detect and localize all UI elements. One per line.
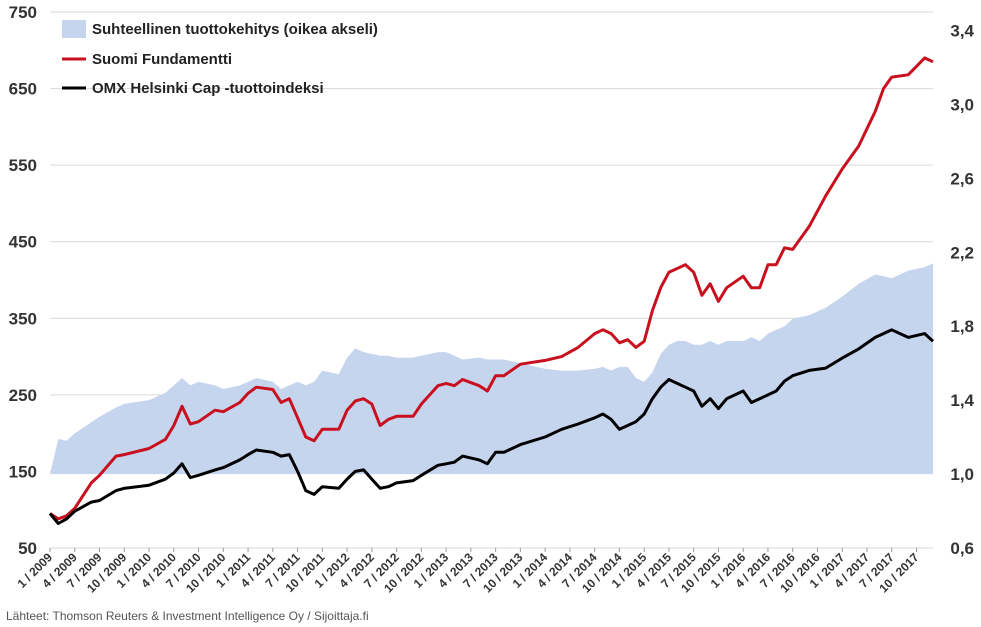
left-tick-label: 650 — [9, 80, 37, 99]
source-note: Lähteet: Thomson Reuters & Investment In… — [6, 609, 369, 623]
left-tick-label: 50 — [18, 539, 37, 558]
legend-label-fund: Suomi Fundamentti — [92, 51, 232, 68]
left-tick-label: 750 — [9, 3, 37, 22]
omx-helsinki-cap-line — [48, 328, 935, 525]
relative-performance-area — [50, 263, 933, 475]
line-layer — [48, 56, 935, 525]
relative-performance-area-layer — [50, 263, 933, 475]
right-tick-label: 0,6 — [950, 539, 974, 558]
legend-item-fund: Suomi Fundamentti — [62, 51, 232, 68]
left-tick-label: 250 — [9, 386, 37, 405]
right-axis: 3,4 3,0 2,6 2,2 1,8 1,4 1,0 0,6 — [950, 21, 974, 558]
right-tick-label: 3,0 — [950, 95, 974, 114]
legend: Suhteellinen tuottokehitys (oikea akseli… — [62, 20, 378, 97]
right-tick-label: 2,2 — [950, 243, 974, 262]
legend-swatch-relative — [62, 20, 86, 38]
left-tick-label: 350 — [9, 309, 37, 328]
right-tick-label: 1,4 — [950, 391, 974, 410]
right-tick-label: 1,0 — [950, 465, 974, 484]
right-tick-label: 2,6 — [950, 169, 974, 188]
left-tick-label: 450 — [9, 233, 37, 252]
suomi-fundamentti-line — [49, 56, 934, 521]
left-tick-label: 550 — [9, 156, 37, 175]
right-tick-label: 3,4 — [950, 21, 974, 40]
legend-label-index: OMX Helsinki Cap -tuottoindeksi — [92, 80, 324, 97]
legend-item-relative: Suhteellinen tuottokehitys (oikea akseli… — [62, 20, 378, 38]
legend-item-index: OMX Helsinki Cap -tuottoindeksi — [62, 80, 324, 97]
left-tick-label: 150 — [9, 462, 37, 481]
left-axis: 750 650 550 450 350 250 150 50 — [9, 3, 37, 558]
right-tick-label: 1,8 — [950, 317, 974, 336]
legend-label-relative: Suhteellinen tuottokehitys (oikea akseli… — [92, 21, 378, 38]
